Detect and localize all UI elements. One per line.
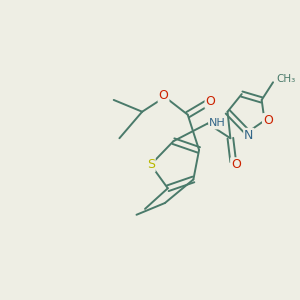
Text: O: O: [206, 95, 215, 108]
Text: N: N: [244, 129, 254, 142]
Text: O: O: [231, 158, 241, 171]
Text: NH: NH: [209, 118, 226, 128]
Text: O: O: [263, 114, 273, 127]
Text: O: O: [159, 89, 169, 102]
Text: CH₃: CH₃: [276, 74, 295, 84]
Text: S: S: [147, 158, 155, 171]
